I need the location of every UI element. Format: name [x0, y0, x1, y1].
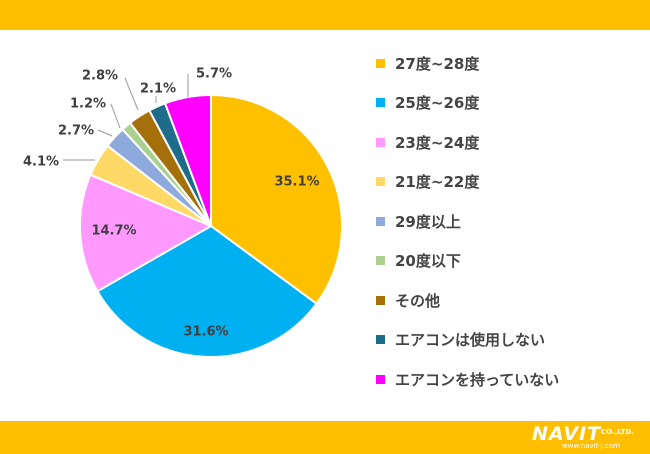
legend-swatch [376, 374, 385, 384]
legend-swatch [376, 335, 385, 344]
top-banner [0, 0, 650, 30]
bottom-banner [0, 421, 650, 454]
leader-line [124, 77, 139, 111]
legend-swatch [376, 98, 385, 107]
data-label: 5.7% [196, 67, 232, 82]
data-label: 2.8% [82, 69, 118, 84]
legend-swatch [376, 58, 385, 68]
legend-label: 27度~28度 [395, 54, 480, 73]
data-label: 4.1% [23, 155, 59, 170]
leader-line [97, 129, 113, 137]
pie-slice [79, 173, 214, 293]
navit-logo: NAVIT CO.,LTD. www.navit-j.com [532, 424, 640, 451]
legend-label: 21度~22度 [395, 173, 480, 191]
legend-swatch [376, 256, 385, 265]
legend-label: エアコンは使用しない [395, 331, 546, 349]
leader-line [110, 103, 121, 129]
logo-suffix: CO.,LTD. [601, 428, 634, 436]
legend-swatch [376, 216, 385, 226]
legend-label: エアコンを持っていない [395, 370, 560, 389]
legend-item: エアコンは使用しない [376, 329, 545, 351]
pie-slice [163, 93, 212, 227]
data-label: 35.1% [274, 175, 319, 190]
legend-item: 29度以上 [376, 210, 461, 232]
legend-swatch [376, 137, 385, 147]
legend-label: 20度以下 [395, 252, 461, 270]
legend-item: 27度~28度 [376, 52, 479, 74]
logo-url: www.navit-j.com [562, 442, 620, 450]
legend-swatch [376, 295, 385, 305]
legend-swatch [376, 177, 385, 186]
data-label: 14.7% [91, 224, 136, 239]
legend-item: その他 [376, 289, 440, 311]
legend-item: 25度~26度 [376, 92, 479, 114]
data-label: 1.2% [70, 97, 106, 112]
logo-name: NAVIT [532, 423, 602, 445]
data-label: 31.6% [183, 325, 228, 340]
legend-label: 29度以上 [395, 212, 461, 231]
legend-item: 20度以下 [376, 250, 461, 272]
legend-item: 21度~22度 [376, 171, 479, 193]
data-label: 2.7% [58, 124, 94, 139]
legend-item: エアコンを持っていない [376, 368, 559, 390]
data-label: 2.1% [140, 82, 176, 97]
pie-slice [96, 224, 318, 358]
pie-slice [210, 93, 343, 306]
legend-label: 23度~24度 [395, 133, 480, 152]
legend-item: 23度~24度 [376, 131, 479, 153]
legend-label: その他 [395, 291, 441, 310]
legend-label: 25度~26度 [395, 94, 480, 112]
